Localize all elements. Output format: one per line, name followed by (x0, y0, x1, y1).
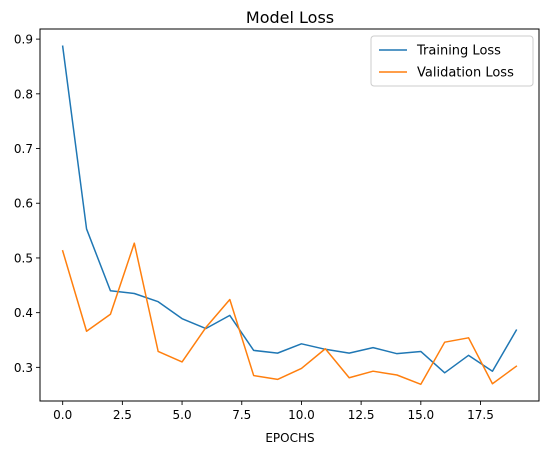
x-tick-label: 7.5 (232, 408, 251, 422)
x-tick-label: 5.0 (173, 408, 192, 422)
y-axis-ticks: 0.3 0.4 0.5 0.6 0.7 0.8 0.9 (14, 33, 40, 375)
y-tick-label: 0.4 (14, 306, 33, 320)
series-line-training-loss (61, 45, 518, 374)
x-tick-label: 2.5 (113, 408, 132, 422)
y-tick-label: 0.9 (14, 33, 33, 47)
legend-frame (370, 35, 534, 87)
legend-label-validation-loss: Validation Loss (417, 66, 514, 81)
series-training-loss (61, 45, 518, 374)
series-line-validation-loss (61, 242, 518, 386)
y-tick-label: 0.6 (14, 197, 33, 211)
chart-title: Model Loss (246, 8, 334, 27)
x-tick-label: 17.5 (467, 408, 494, 422)
legend-label-training-loss: Training Loss (416, 44, 501, 59)
x-axis-ticks: 0.0 2.5 5.0 7.5 10.0 12.5 15.0 17.5 (53, 401, 494, 422)
x-tick-label: 10.0 (288, 408, 315, 422)
plot-frame (39, 28, 540, 402)
y-tick-label: 0.3 (14, 361, 33, 375)
y-tick-label: 0.5 (14, 251, 33, 265)
x-tick-label: 12.5 (348, 408, 375, 422)
x-tick-label: 15.0 (407, 408, 434, 422)
series-validation-loss (61, 242, 518, 386)
legend: Training Loss Validation Loss (370, 35, 534, 87)
x-tick-label: 0.0 (53, 408, 72, 422)
plot-area (40, 29, 539, 401)
y-tick-label: 0.7 (14, 142, 33, 156)
y-tick-label: 0.8 (14, 87, 33, 101)
series-layer (61, 45, 518, 386)
x-axis-label: EPOCHS (265, 431, 314, 445)
